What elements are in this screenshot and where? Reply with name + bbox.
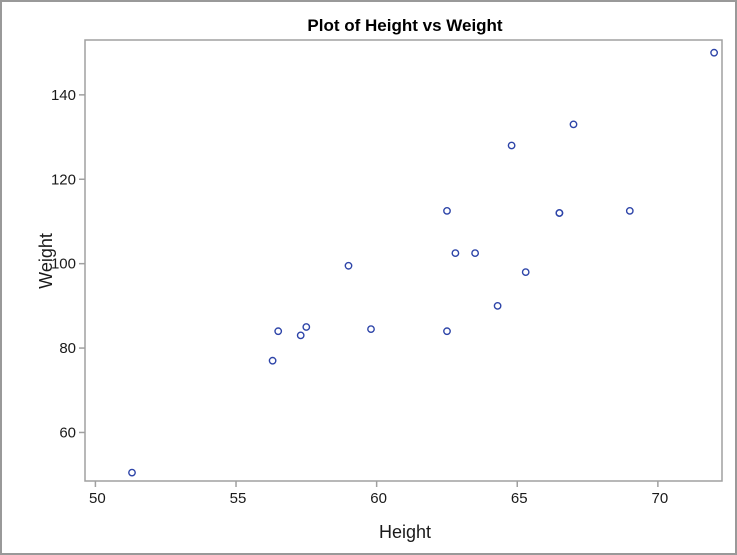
x-tick-label: 65 [511, 490, 528, 507]
data-point [268, 356, 277, 365]
data-point [451, 249, 460, 258]
y-tick-label: 60 [59, 424, 76, 441]
data-point [274, 327, 283, 336]
data-point [296, 331, 305, 340]
data-point [302, 323, 311, 331]
data-point [521, 268, 530, 276]
y-tick-label: 100 [51, 256, 76, 273]
y-axis-label: Weight [36, 233, 56, 289]
data-point [710, 48, 718, 57]
y-tick-label: 80 [59, 340, 76, 357]
data-point [443, 327, 451, 336]
x-tick-label: 60 [370, 490, 387, 507]
data-point [569, 120, 578, 129]
y-axis-ticks: 60 80 100 120 140 [51, 87, 85, 441]
x-tick-label: 70 [652, 490, 669, 507]
y-tick-label: 120 [51, 171, 76, 188]
x-tick-label: 55 [230, 490, 247, 507]
plot-area [84, 39, 723, 482]
data-point [344, 261, 353, 270]
data-point [471, 249, 479, 258]
data-point [625, 206, 634, 215]
data-point [443, 206, 451, 215]
x-axis-ticks: 50 55 60 65 70 [89, 481, 668, 507]
x-axis-label: Height [379, 522, 431, 542]
chart-title: Plot of Height vs Weight [307, 16, 503, 35]
data-points [128, 48, 718, 477]
data-point [555, 209, 564, 217]
x-tick-label: 50 [89, 490, 106, 507]
data-point [507, 141, 516, 150]
data-point [367, 325, 375, 333]
data-point [128, 468, 136, 477]
y-tick-label: 140 [51, 87, 76, 104]
data-point [493, 301, 502, 310]
